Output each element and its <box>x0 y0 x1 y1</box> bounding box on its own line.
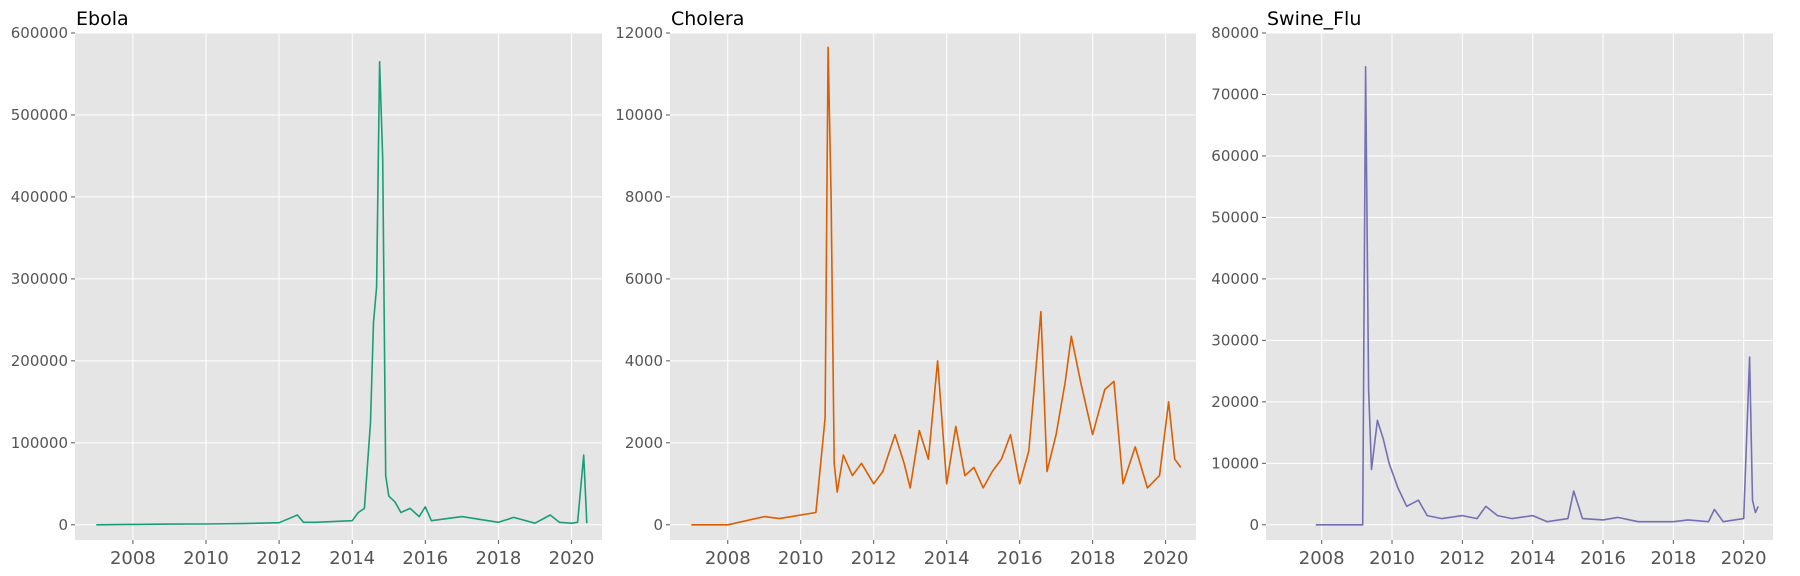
series-line <box>96 60 588 526</box>
y-tick-label: 70000 <box>1211 85 1259 103</box>
y-tick-label: 30000 <box>1211 331 1259 349</box>
x-tick-label: 2010 <box>1369 548 1415 569</box>
x-tick-label: 2014 <box>329 548 375 569</box>
x-tick-label: 2008 <box>705 548 751 569</box>
y-tick-labels: 0 2000 4000 6000 8000 10000 12000 <box>615 24 670 534</box>
x-tick-label: 2012 <box>256 548 302 569</box>
x-tick-label: 2014 <box>1510 548 1556 569</box>
y-tick-label: 12000 <box>615 24 663 42</box>
plot-area <box>75 33 602 540</box>
y-tick-label: 50000 <box>1211 208 1259 226</box>
y-tick-label: 0 <box>58 516 68 534</box>
gridlines <box>670 32 1196 540</box>
series-line <box>691 46 1182 526</box>
x-tick-label: 2012 <box>1439 548 1485 569</box>
y-tick-label: 400000 <box>11 188 68 206</box>
x-tick-label: 2010 <box>778 548 824 569</box>
y-tick-label: 2000 <box>625 434 663 452</box>
x-tick-labels: 2008 2010 2012 2014 2016 2018 2020 <box>110 540 594 569</box>
chart-panel-ebola: 0 100000 200000 300000 400000 500000 600000 20… <box>11 8 602 569</box>
x-tick-label: 2012 <box>851 548 897 569</box>
y-tick-labels: 0 10000 20000 30000 40000 50000 60000 70000 8000… <box>1211 24 1266 534</box>
y-tick-label: 4000 <box>625 352 663 370</box>
series-line <box>1315 66 1760 526</box>
plot-area <box>670 33 1196 540</box>
x-tick-label: 2018 <box>476 548 522 569</box>
y-tick-label: 100000 <box>11 434 68 452</box>
y-tick-labels: 0 100000 200000 300000 400000 500000 600000 <box>11 24 75 534</box>
y-tick-label: 600000 <box>11 24 68 42</box>
y-tick-label: 0 <box>1249 516 1259 534</box>
x-tick-label: 2020 <box>549 548 595 569</box>
plot-area <box>1266 33 1773 540</box>
x-tick-label: 2018 <box>1650 548 1696 569</box>
y-tick-label: 500000 <box>11 106 68 124</box>
x-tick-label: 2020 <box>1143 548 1189 569</box>
x-tick-label: 2020 <box>1721 548 1767 569</box>
x-tick-labels: 2008 2010 2012 2014 2016 2018 2020 <box>705 540 1189 569</box>
x-tick-label: 2016 <box>1580 548 1626 569</box>
chart-title: Swine_Flu <box>1267 8 1361 30</box>
x-tick-label: 2018 <box>1070 548 1116 569</box>
y-tick-label: 20000 <box>1211 393 1259 411</box>
y-tick-label: 40000 <box>1211 270 1259 288</box>
y-tick-label: 10000 <box>1211 454 1259 472</box>
x-tick-labels: 2008 2010 2012 2014 2016 2018 2020 <box>1299 540 1767 569</box>
y-tick-label: 200000 <box>11 352 68 370</box>
chart-title: Ebola <box>76 8 129 30</box>
x-tick-label: 2014 <box>924 548 970 569</box>
y-tick-label: 300000 <box>11 270 68 288</box>
x-tick-label: 2008 <box>110 548 156 569</box>
y-tick-label: 6000 <box>625 270 663 288</box>
y-tick-label: 10000 <box>615 106 663 124</box>
chart-panel-swine-flu: 0 10000 20000 30000 40000 50000 60000 70000 8000… <box>1211 8 1773 569</box>
x-tick-label: 2010 <box>183 548 229 569</box>
chart-panel-cholera: 0 2000 4000 6000 8000 10000 12000 2008 2010 2012… <box>615 8 1196 569</box>
x-tick-label: 2008 <box>1299 548 1345 569</box>
gridlines <box>1266 32 1773 540</box>
chart-title: Cholera <box>671 8 744 30</box>
y-tick-label: 0 <box>653 516 663 534</box>
gridlines <box>75 32 602 540</box>
y-tick-label: 60000 <box>1211 147 1259 165</box>
x-tick-label: 2016 <box>997 548 1043 569</box>
x-tick-label: 2016 <box>402 548 448 569</box>
y-tick-label: 80000 <box>1211 24 1259 42</box>
y-tick-label: 8000 <box>625 188 663 206</box>
